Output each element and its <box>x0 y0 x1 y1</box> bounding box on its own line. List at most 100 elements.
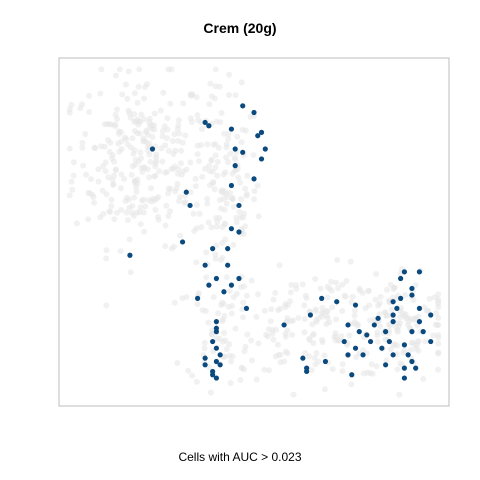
background-cell-point <box>130 212 137 219</box>
background-cell-point <box>422 338 429 345</box>
highlighted-cell-point <box>251 176 257 182</box>
background-cell-point <box>223 346 230 353</box>
background-cell-point <box>151 110 158 117</box>
background-cell-point <box>118 206 125 213</box>
background-cell-point <box>160 89 167 96</box>
background-cell-point <box>174 181 181 188</box>
highlighted-cell-point <box>352 345 359 351</box>
highlighted-cell-point <box>236 229 242 235</box>
background-cell-point <box>228 358 235 365</box>
background-cell-point <box>284 327 291 334</box>
highlighted-cell-point <box>228 282 235 288</box>
background-cell-point <box>394 320 401 327</box>
background-cell-point <box>288 281 295 288</box>
background-cell-point <box>203 274 210 281</box>
background-cell-point <box>301 302 308 309</box>
background-cell-point <box>374 332 381 339</box>
background-cell-point <box>282 304 289 311</box>
background-cell-point <box>383 357 390 364</box>
background-cell-point <box>402 292 409 299</box>
highlighted-cell-point <box>236 202 242 209</box>
highlighted-cell-point <box>281 322 287 328</box>
background-cell-point <box>433 309 440 316</box>
highlighted-cell-point <box>221 289 227 295</box>
background-cell-point <box>117 185 124 192</box>
highlighted-cell-point <box>213 375 219 381</box>
background-cell-point <box>213 118 220 125</box>
background-cell-point <box>159 158 166 165</box>
highlighted-cell-point <box>195 295 201 301</box>
background-cell-point <box>214 218 221 225</box>
background-cell-point <box>155 213 162 220</box>
background-cell-point <box>180 100 187 107</box>
background-cell-point <box>137 155 144 162</box>
highlighted-cell-point <box>255 133 261 139</box>
background-cell-point <box>122 197 129 204</box>
background-cell-point <box>111 216 118 223</box>
background-cell-point <box>226 341 233 348</box>
background-cell-point <box>435 298 442 305</box>
background-cell-point <box>196 210 203 217</box>
background-cell-point <box>187 115 194 122</box>
background-cell-point <box>105 137 112 144</box>
highlighted-cell-point <box>420 329 426 335</box>
background-cell-point <box>312 361 319 368</box>
background-cell-point <box>214 172 221 179</box>
background-cell-point <box>212 83 219 90</box>
background-cell-point <box>265 326 272 333</box>
background-cell-point <box>222 236 229 243</box>
highlighted-cell-point <box>202 362 208 368</box>
background-cell-point <box>339 281 346 288</box>
background-cell-point <box>299 281 306 288</box>
background-cell-point <box>313 350 320 357</box>
background-cell-point <box>206 101 213 108</box>
highlighted-cell-point <box>232 163 238 169</box>
background-cell-point <box>187 91 194 98</box>
background-cell-point <box>165 190 172 197</box>
background-cell-point <box>204 195 211 202</box>
background-cell-point <box>223 274 230 281</box>
background-cell-point <box>82 131 89 138</box>
background-cell-point <box>270 336 277 343</box>
background-cell-point <box>241 283 248 290</box>
background-cell-point <box>351 319 358 326</box>
background-cell-point <box>435 366 442 373</box>
background-cell-point <box>189 372 196 379</box>
background-cell-point <box>267 318 274 325</box>
background-cell-point <box>178 160 185 167</box>
background-cell-point <box>212 66 219 73</box>
background-cell-point <box>136 130 143 137</box>
background-cell-point <box>248 277 255 284</box>
background-cell-point <box>169 137 176 144</box>
background-cell-point <box>369 370 376 377</box>
background-cell-point <box>292 282 299 289</box>
background-cell-point <box>183 166 190 173</box>
background-cell-point <box>146 119 153 126</box>
background-cell-point <box>326 285 333 292</box>
background-cell-point <box>136 66 143 73</box>
highlighted-cell-point <box>258 156 265 162</box>
highlighted-cell-point <box>390 312 396 318</box>
background-cell-point <box>237 214 244 221</box>
background-cell-point <box>156 168 163 175</box>
background-cell-point <box>430 332 437 339</box>
background-cell-point <box>129 163 136 170</box>
background-cell-point <box>164 126 171 133</box>
background-cell-point <box>113 106 120 113</box>
highlighted-cell-point <box>202 262 208 268</box>
highlighted-cell-point <box>127 252 133 258</box>
background-cell-point <box>310 340 317 347</box>
background-cell-point <box>149 134 156 141</box>
highlighted-cell-point <box>360 352 366 358</box>
chart-title: Crem (20g) <box>203 20 277 36</box>
background-cell-point <box>287 298 294 305</box>
background-cell-point <box>195 117 202 124</box>
background-cell-point <box>103 255 110 262</box>
background-cell-point <box>396 391 403 398</box>
background-cell-point <box>89 191 96 198</box>
background-cell-point <box>113 209 120 216</box>
background-cell-point <box>153 158 160 165</box>
background-cell-point <box>179 139 186 146</box>
highlighted-cell-point <box>413 365 419 371</box>
background-cell-point <box>167 208 174 215</box>
